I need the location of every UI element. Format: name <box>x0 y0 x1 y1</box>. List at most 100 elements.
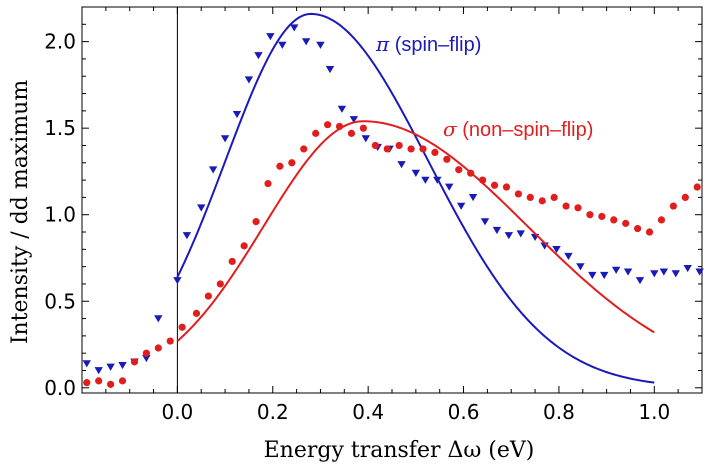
sigma-data-point <box>443 155 451 163</box>
sigma-data-point <box>502 183 511 191</box>
pi-data-point <box>173 277 182 285</box>
y-axis-title: Intensity / dd maximum <box>8 80 33 344</box>
pi-data-point <box>361 135 370 143</box>
sigma-data-point <box>192 309 201 317</box>
pi-fit-line <box>176 12 655 384</box>
sigma-data-point <box>252 218 260 226</box>
plot-area: 0.0 0.2 0.4 0.6 0.8 1.0 0.0 0.5 1.0 1.5 2.0 π (spin… <box>44 6 704 424</box>
sigma-data-point <box>324 121 332 129</box>
sigma-fit-line <box>176 120 655 342</box>
pi-data-point <box>411 169 421 177</box>
pi-data-point <box>220 135 230 143</box>
sigma-data-point <box>622 219 630 227</box>
pi-data-point <box>278 41 287 49</box>
sigma-data-point <box>288 159 296 167</box>
y-tick-label: 1.5 <box>44 116 76 140</box>
sigma-series-label: σ (non–spin–flip) <box>443 117 593 141</box>
sigma-data-point <box>312 129 320 137</box>
pi-data-point <box>492 226 502 235</box>
pi-data-point <box>154 315 163 323</box>
pi-data-point <box>611 266 621 274</box>
pi-data-point <box>552 245 561 254</box>
pi-data-point <box>650 270 659 278</box>
sigma-data-point <box>645 228 654 236</box>
y-tick-label: 1.0 <box>44 203 76 227</box>
pi-data-point <box>456 202 466 210</box>
pi-data-point <box>564 252 573 261</box>
sigma-data-point <box>467 169 475 177</box>
pi-data-point <box>445 183 454 191</box>
sigma-data-point <box>154 344 162 352</box>
pi-data-point <box>301 38 311 46</box>
pi-data-point <box>94 367 103 375</box>
x-tick-label: 0.6 <box>448 400 480 424</box>
sigma-data-point <box>574 204 582 212</box>
sigma-data-point <box>371 141 379 150</box>
sigma-data-point <box>395 141 403 150</box>
pi-data-point <box>671 270 680 278</box>
sigma-data-point <box>335 122 344 131</box>
sigma-data-point <box>490 181 499 189</box>
sigma-data-point <box>178 323 186 331</box>
sigma-data-point <box>166 337 174 345</box>
pi-data-point <box>142 355 151 363</box>
x-tick-label: 0.4 <box>352 400 384 424</box>
sigma-data-point <box>142 349 150 357</box>
pi-data-point <box>635 277 645 285</box>
pi-data-point <box>118 361 127 370</box>
sigma-data-point <box>383 145 391 153</box>
pi-data-point <box>266 33 275 41</box>
sigma-data-point <box>216 280 224 288</box>
sigma-data-point <box>598 212 606 221</box>
pi-data-point <box>468 194 478 202</box>
plot-frame <box>81 6 703 394</box>
pi-data-point <box>683 265 692 273</box>
pi-data-point <box>337 105 347 113</box>
sigma-data-point <box>359 124 367 132</box>
pi-data-point <box>576 263 585 271</box>
sigma-data-point <box>300 145 308 153</box>
x-axis-title: Energy transfer Δω (eV) <box>264 438 535 463</box>
x-tick-label: 0.2 <box>257 400 289 424</box>
pi-data-point <box>82 360 91 368</box>
pi-data-point <box>623 268 633 276</box>
sigma-data-point <box>610 216 618 224</box>
pi-data-point <box>208 166 218 174</box>
sigma-data-point <box>419 145 427 153</box>
pi-data-point <box>316 41 325 49</box>
pi-data-point <box>232 110 242 119</box>
pi-data-point <box>244 76 254 84</box>
sigma-data-point <box>204 292 212 300</box>
pi-data-point <box>421 176 430 184</box>
x-tick-label: 1.0 <box>638 400 670 424</box>
pi-data-point <box>588 271 597 280</box>
pi-data-point <box>349 116 359 124</box>
pi-data-point <box>695 268 704 276</box>
pi-data-point <box>504 232 514 240</box>
y-tick-label: 0.5 <box>44 289 76 313</box>
y-tick-label: 0.0 <box>44 376 76 400</box>
sigma-data-point <box>83 379 91 387</box>
sigma-data-point <box>95 377 103 385</box>
pi-data-point <box>480 218 490 226</box>
sigma-data-point <box>669 202 677 210</box>
x-tick-label: 0.0 <box>161 400 193 424</box>
sigma-data-point <box>657 216 666 224</box>
sigma-data-point <box>550 193 558 202</box>
sigma-data-point <box>407 145 415 153</box>
sigma-data-point <box>693 183 701 191</box>
pi-data-point <box>600 271 609 280</box>
pi-data-point <box>516 230 525 238</box>
sigma-data-point <box>479 176 487 184</box>
sigma-data-point <box>562 202 570 210</box>
pi-data-point <box>197 204 206 212</box>
sigma-data-point <box>118 377 127 385</box>
pi-data-point <box>325 65 335 74</box>
sigma-data-point <box>538 197 546 205</box>
pi-data-point <box>659 268 669 276</box>
x-tick-label: 0.8 <box>543 400 575 424</box>
sigma-data-point <box>634 224 642 233</box>
pi-data-point <box>397 161 406 169</box>
sigma-data-point <box>347 129 356 137</box>
